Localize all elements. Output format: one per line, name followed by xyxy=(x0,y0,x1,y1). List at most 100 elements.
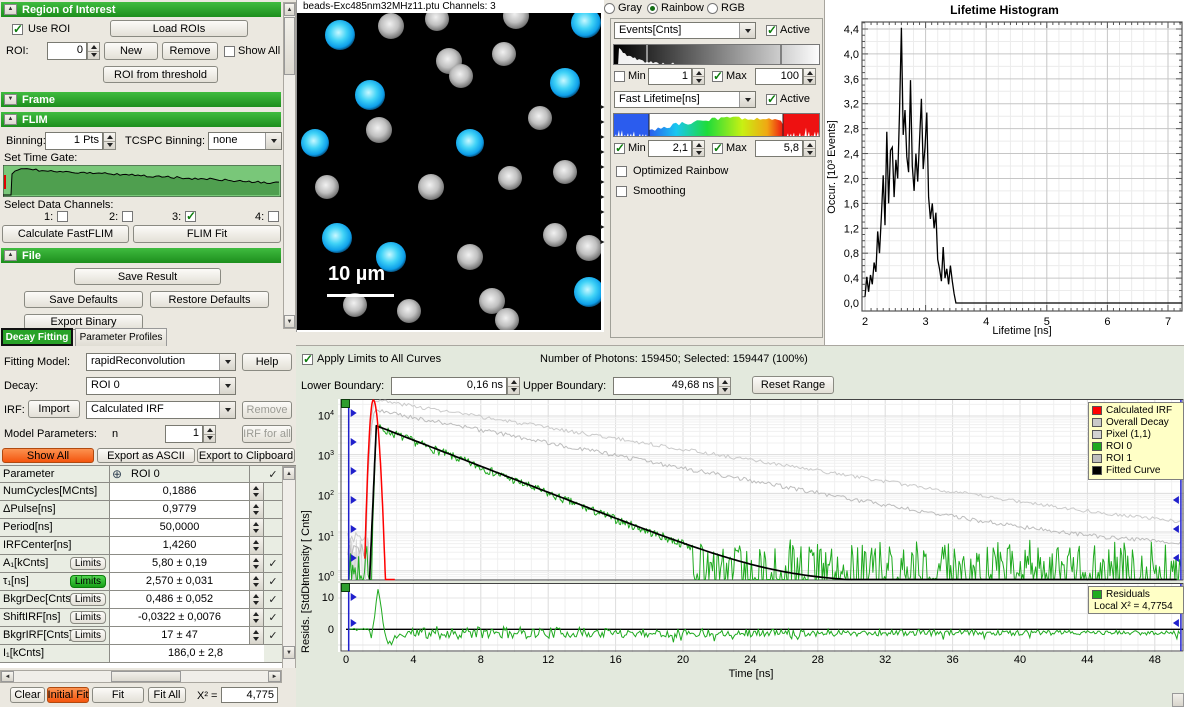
reset-range-button[interactable]: Reset Range xyxy=(752,376,834,394)
lifetime-active-checkbox[interactable] xyxy=(766,94,777,105)
roi-from-threshold-button[interactable]: ROI from threshold xyxy=(103,66,218,83)
roi-new-button[interactable]: New xyxy=(104,42,158,60)
show-all-button[interactable]: Show All xyxy=(2,448,94,463)
upper-boundary-input[interactable]: 49,68 ns xyxy=(613,377,718,395)
param-value[interactable]: 1,4260 xyxy=(110,537,250,554)
smoothing-checkbox[interactable] xyxy=(616,186,627,197)
lifetime-histogram-plot[interactable]: 2345670,00,40,81,21,62,02,42,83,23,64,04… xyxy=(825,0,1184,330)
param-enabled-check[interactable] xyxy=(264,645,282,662)
lifetime-max-spinner[interactable] xyxy=(803,140,816,157)
lower-boundary-input[interactable]: 0,16 ns xyxy=(391,377,507,395)
param-enabled-check[interactable] xyxy=(264,519,282,536)
param-spinner[interactable] xyxy=(250,519,264,536)
rgb-radio[interactable] xyxy=(707,3,718,14)
help-button[interactable]: Help xyxy=(242,353,292,371)
events-max-spinner[interactable] xyxy=(803,68,816,85)
irf-remove-button[interactable]: Remove xyxy=(242,401,292,419)
param-spinner[interactable] xyxy=(250,555,264,572)
events-max-input[interactable]: 100 xyxy=(755,68,803,85)
param-value[interactable]: 2,570 ± 0,031 xyxy=(110,573,250,590)
channel-1-checkbox[interactable] xyxy=(57,211,68,222)
flim-image[interactable]: 10 µm xyxy=(297,13,601,330)
save-result-button[interactable]: Save Result xyxy=(74,268,221,285)
channel-4-checkbox[interactable] xyxy=(268,211,279,222)
param-spinner[interactable] xyxy=(250,573,264,590)
rainbow-radio[interactable] xyxy=(647,3,658,14)
param-spinner[interactable] xyxy=(250,609,264,626)
collapse-up-icon[interactable]: ▲ xyxy=(4,114,17,125)
roi-number-spinner[interactable] xyxy=(87,42,100,60)
show-all-checkbox[interactable] xyxy=(224,46,235,57)
lifetime-max-input[interactable]: 5,8 xyxy=(755,140,803,157)
param-value[interactable]: 0,9779 xyxy=(110,501,250,518)
table-horizontal-scrollbar[interactable]: ◄ ► xyxy=(0,670,282,683)
calculate-fastflim-button[interactable]: Calculate FastFLIM xyxy=(2,225,129,243)
fitting-model-select[interactable]: rapidReconvolution xyxy=(86,353,236,371)
dropdown-arrow-icon[interactable] xyxy=(739,23,755,38)
dropdown-arrow-icon[interactable] xyxy=(219,354,235,370)
lifetime-max-checkbox[interactable] xyxy=(712,143,723,154)
scroll-down-icon[interactable]: ▼ xyxy=(283,646,295,659)
dropdown-arrow-icon[interactable] xyxy=(219,378,235,394)
param-value[interactable]: 0,486 ± 0,052 xyxy=(110,591,250,608)
save-defaults-button[interactable]: Save Defaults xyxy=(24,291,143,308)
param-spinner[interactable] xyxy=(250,627,264,644)
fit-button[interactable]: Fit xyxy=(92,687,144,703)
irf-for-all-button[interactable]: IRF for all xyxy=(242,425,292,443)
decay-select[interactable]: ROI 0 xyxy=(86,377,236,395)
limits-button[interactable]: Limits xyxy=(70,611,106,624)
scroll-up-icon[interactable]: ▲ xyxy=(283,467,295,480)
limits-button[interactable]: Limits xyxy=(70,629,106,642)
lower-boundary-spinner[interactable] xyxy=(507,377,520,395)
collapse-up-icon[interactable]: ▲ xyxy=(4,250,17,261)
param-enabled-check[interactable] xyxy=(264,501,282,518)
fit-all-button[interactable]: Fit All xyxy=(148,687,186,703)
lifetime-min-input[interactable]: 2,1 xyxy=(648,140,692,157)
scroll-right-icon[interactable]: ► xyxy=(268,671,281,682)
lifetime-min-spinner[interactable] xyxy=(692,140,705,157)
param-spinner[interactable] xyxy=(250,537,264,554)
decay-plot[interactable] xyxy=(338,399,1184,581)
apply-limits-checkbox[interactable] xyxy=(302,354,313,365)
param-enabled-check[interactable]: ✓ xyxy=(264,609,282,626)
limits-button[interactable]: Limits xyxy=(70,575,106,588)
irf-import-button[interactable]: Import xyxy=(28,400,80,418)
tcspc-binning-select[interactable]: none xyxy=(208,132,282,150)
events-min-input[interactable]: 1 xyxy=(648,68,692,85)
dropdown-arrow-icon[interactable] xyxy=(739,92,755,107)
param-spinner[interactable] xyxy=(250,591,264,608)
lifetime-min-checkbox[interactable] xyxy=(614,143,625,154)
events-channel-select[interactable]: Events[Cnts] xyxy=(614,22,756,39)
initial-fit-button[interactable]: Initial Fit xyxy=(47,687,89,703)
param-spinner[interactable] xyxy=(250,501,264,518)
binning-spinner[interactable] xyxy=(103,132,116,150)
flim-section-header[interactable]: ▲ FLIM xyxy=(1,112,281,127)
param-value[interactable]: 5,80 ± 0,19 xyxy=(110,555,250,572)
irf-select[interactable]: Calculated IRF xyxy=(86,401,236,419)
lifetime-channel-select[interactable]: Fast Lifetime[ns] xyxy=(614,91,756,108)
file-section-header[interactable]: ▲ File xyxy=(1,248,281,263)
events-active-checkbox[interactable] xyxy=(766,25,777,36)
dropdown-arrow-icon[interactable] xyxy=(265,133,281,149)
load-rois-button[interactable]: Load ROIs xyxy=(110,20,248,37)
param-value[interactable]: 17 ± 47 xyxy=(110,627,250,644)
limits-button[interactable]: Limits xyxy=(70,593,106,606)
roi-remove-button[interactable]: Remove xyxy=(162,42,218,60)
channel-2-checkbox[interactable] xyxy=(122,211,133,222)
lifetime-histogram-bar[interactable] xyxy=(613,113,820,137)
collapse-up-icon[interactable]: ▲ xyxy=(4,4,17,15)
limits-button[interactable]: Limits xyxy=(70,557,106,570)
flim-fit-button[interactable]: FLIM Fit xyxy=(133,225,281,243)
param-enabled-check[interactable]: ✓ xyxy=(264,627,282,644)
scroll-down-icon[interactable]: ▼ xyxy=(284,315,295,328)
param-enabled-check[interactable]: ✓ xyxy=(264,573,282,590)
time-gate-plot[interactable] xyxy=(3,165,281,197)
export-clipboard-button[interactable]: Export to Clipboard xyxy=(197,448,295,463)
param-value[interactable]: 50,0000 xyxy=(110,519,250,536)
use-roi-checkbox[interactable] xyxy=(12,24,23,35)
param-value[interactable]: 186,0 ± 2,8 xyxy=(110,645,282,662)
param-enabled-check[interactable]: ✓ xyxy=(264,555,282,572)
events-min-spinner[interactable] xyxy=(692,68,705,85)
scrollbar-thumb[interactable] xyxy=(284,17,295,75)
events-max-checkbox[interactable] xyxy=(712,71,723,82)
